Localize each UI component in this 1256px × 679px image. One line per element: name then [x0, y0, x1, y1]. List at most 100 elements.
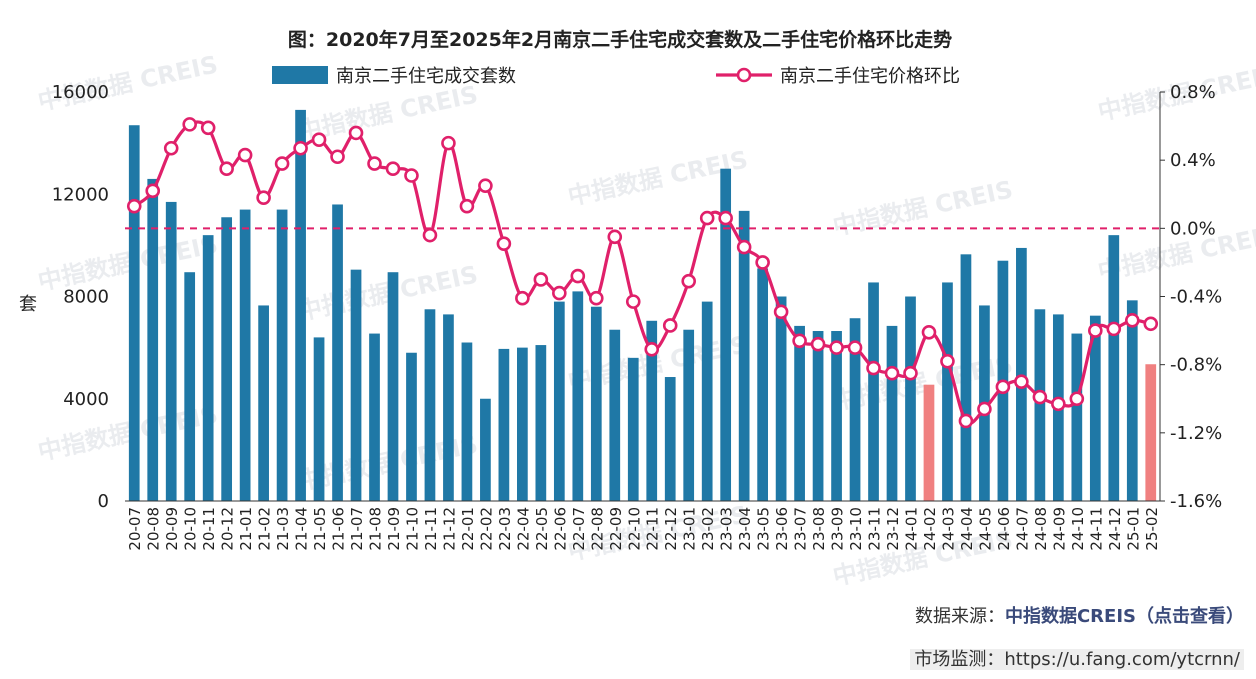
price-change-point [496, 236, 512, 251]
price-change-point [533, 272, 549, 287]
bar [517, 347, 528, 501]
x-tick-label: 20-08 [145, 507, 163, 551]
legend-bar-label: 南京二手住宅成交套数 [336, 66, 516, 87]
x-tick-label: 20-11 [200, 507, 218, 551]
x-tick-label: 22-01 [459, 507, 477, 551]
bar [1145, 364, 1157, 501]
bar [221, 217, 233, 501]
x-tick-label: 21-07 [348, 507, 366, 551]
bar [831, 331, 842, 501]
bar [794, 325, 805, 501]
x-tick-label: 24-03 [939, 507, 957, 551]
price-change-point [385, 161, 401, 176]
price-change-point [348, 125, 364, 141]
x-tick-label: 22-02 [477, 507, 495, 551]
price-change-point [459, 198, 475, 214]
x-tick-label: 21-04 [293, 507, 311, 551]
x-tick-label: 24-02 [921, 507, 939, 551]
bar [775, 296, 787, 501]
bar [646, 320, 658, 501]
source-line: 数据来源：中指数据CREIS（点击查看） [915, 602, 1244, 628]
price-change-point [256, 190, 271, 205]
price-change-point [903, 365, 918, 381]
y-left-tick-label: 0 [98, 491, 109, 512]
legend-line-label: 南京二手住宅价格环比 [780, 66, 960, 87]
y-right-tick-label: -1.2% [1170, 423, 1222, 444]
price-change-point [422, 227, 438, 243]
bar [498, 348, 510, 501]
chart-title: 图：2020年7月至2025年2月南京二手住宅成交套数及二手住宅价格环比走势 [288, 28, 952, 51]
bar [849, 318, 861, 501]
legend-line-marker [736, 67, 752, 83]
bar [387, 272, 399, 501]
bar [905, 296, 916, 501]
y-left-tick-label: 8000 [63, 287, 109, 308]
x-tick-label: 21-05 [311, 507, 329, 551]
bar [1089, 315, 1101, 501]
bar [812, 331, 824, 501]
bar [239, 209, 251, 501]
x-tick-label: 21-10 [403, 507, 421, 551]
bar [609, 329, 621, 501]
y-left-tick-label: 16000 [52, 82, 109, 103]
bar [923, 384, 935, 501]
bar [886, 325, 898, 501]
x-tick-label: 22-12 [662, 507, 680, 551]
bar [332, 204, 343, 501]
y-right-tick-label: 0.0% [1170, 218, 1216, 239]
y-right-tick-label: 0.8% [1170, 82, 1216, 103]
bar [165, 201, 177, 501]
price-change-point [311, 132, 327, 148]
x-tick-label: 23-01 [681, 507, 699, 551]
price-change-point [977, 401, 992, 417]
price-change-point [404, 168, 419, 183]
price-change-point [145, 183, 161, 199]
x-tick-label: 24-04 [958, 507, 976, 551]
x-tick-label: 23-12 [884, 507, 902, 551]
monitor-link[interactable]: 市场监测：https://u.fang.com/ytcrnn/ [910, 649, 1244, 670]
price-change-point [921, 324, 937, 340]
x-tick-label: 21-01 [237, 507, 255, 551]
price-change-point [736, 239, 752, 255]
bar [738, 210, 750, 501]
price-change-point [219, 161, 234, 176]
x-tick-label: 22-04 [514, 507, 532, 551]
x-tick-label: 21-12 [440, 507, 458, 551]
bar [258, 305, 269, 501]
monitor-line: 市场监测：https://u.fang.com/ytcrnn/ [910, 645, 1244, 671]
y-left-tick-label: 4000 [63, 389, 109, 410]
x-tick-label: 22-11 [644, 507, 662, 551]
price-change-point [293, 140, 308, 156]
price-change-point [126, 198, 142, 214]
x-tick-label: 24-08 [1032, 507, 1050, 551]
price-change-point [866, 360, 881, 376]
price-change-point [588, 290, 604, 306]
price-change-point [995, 379, 1011, 395]
watermark-text: 中指数据 CREIS [830, 175, 1015, 240]
bar [147, 178, 159, 501]
price-change-point [1088, 323, 1103, 338]
y-right-tick-label: -0.8% [1170, 355, 1222, 376]
price-change-point [958, 413, 974, 429]
x-tick-label: 24-12 [1106, 507, 1124, 551]
price-change-point [570, 268, 586, 284]
source-link[interactable]: 中指数据CREIS（点击查看） [1004, 606, 1244, 627]
price-change-point [1106, 321, 1122, 337]
bar [480, 398, 491, 501]
x-tick-label: 21-03 [274, 507, 292, 551]
y-left-tick-label: 12000 [52, 184, 109, 205]
bar [535, 345, 547, 501]
x-tick-label: 24-09 [1050, 507, 1068, 551]
bar [664, 377, 676, 501]
y-right-tick-label: -0.4% [1170, 287, 1222, 308]
bar [590, 306, 602, 501]
x-tick-label: 23-08 [810, 507, 828, 551]
price-change-point [625, 294, 641, 309]
x-tick-label: 20-07 [126, 507, 144, 551]
bar [720, 168, 732, 501]
price-change-point [274, 156, 290, 171]
y-axis-label: 套 [19, 294, 37, 315]
x-tick-label: 23-07 [792, 507, 810, 551]
bar [350, 269, 362, 501]
